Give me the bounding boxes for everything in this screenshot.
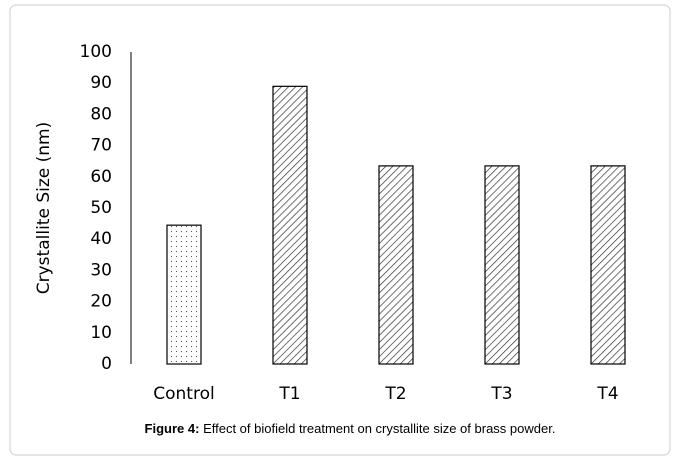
x-tick-label: T1: [278, 384, 300, 404]
x-tick-label: T3: [490, 384, 512, 404]
y-tick-label: 30: [90, 260, 112, 280]
caption-label: Figure 4:: [145, 421, 200, 436]
y-axis-label: Crystallite Size (nm): [34, 122, 54, 294]
caption-text: Effect of biofield treatment on crystall…: [203, 421, 555, 436]
y-tick-label: 20: [90, 292, 112, 312]
x-tick-label: T4: [596, 384, 618, 404]
bar: [166, 224, 202, 365]
caption: Figure 4: Effect of biofield treatment o…: [145, 421, 556, 436]
y-tick-label: 100: [80, 42, 112, 62]
y-tick-label: 90: [90, 73, 112, 93]
frame: [9, 4, 671, 456]
x-tick-label: Control: [153, 384, 214, 404]
bar: [272, 85, 308, 365]
bar: [378, 165, 414, 365]
x-tick-label: T2: [384, 384, 406, 404]
y-tick-label: 40: [90, 229, 112, 249]
y-tick-label: 80: [90, 104, 112, 124]
y-tick-label: 0: [101, 354, 112, 374]
y-tick-label: 10: [90, 323, 112, 343]
y-tick-label: 70: [90, 136, 112, 156]
y-tick-label: 60: [90, 167, 112, 187]
y-tick-label: 50: [90, 198, 112, 218]
bar: [484, 165, 520, 365]
bar: [590, 165, 626, 365]
